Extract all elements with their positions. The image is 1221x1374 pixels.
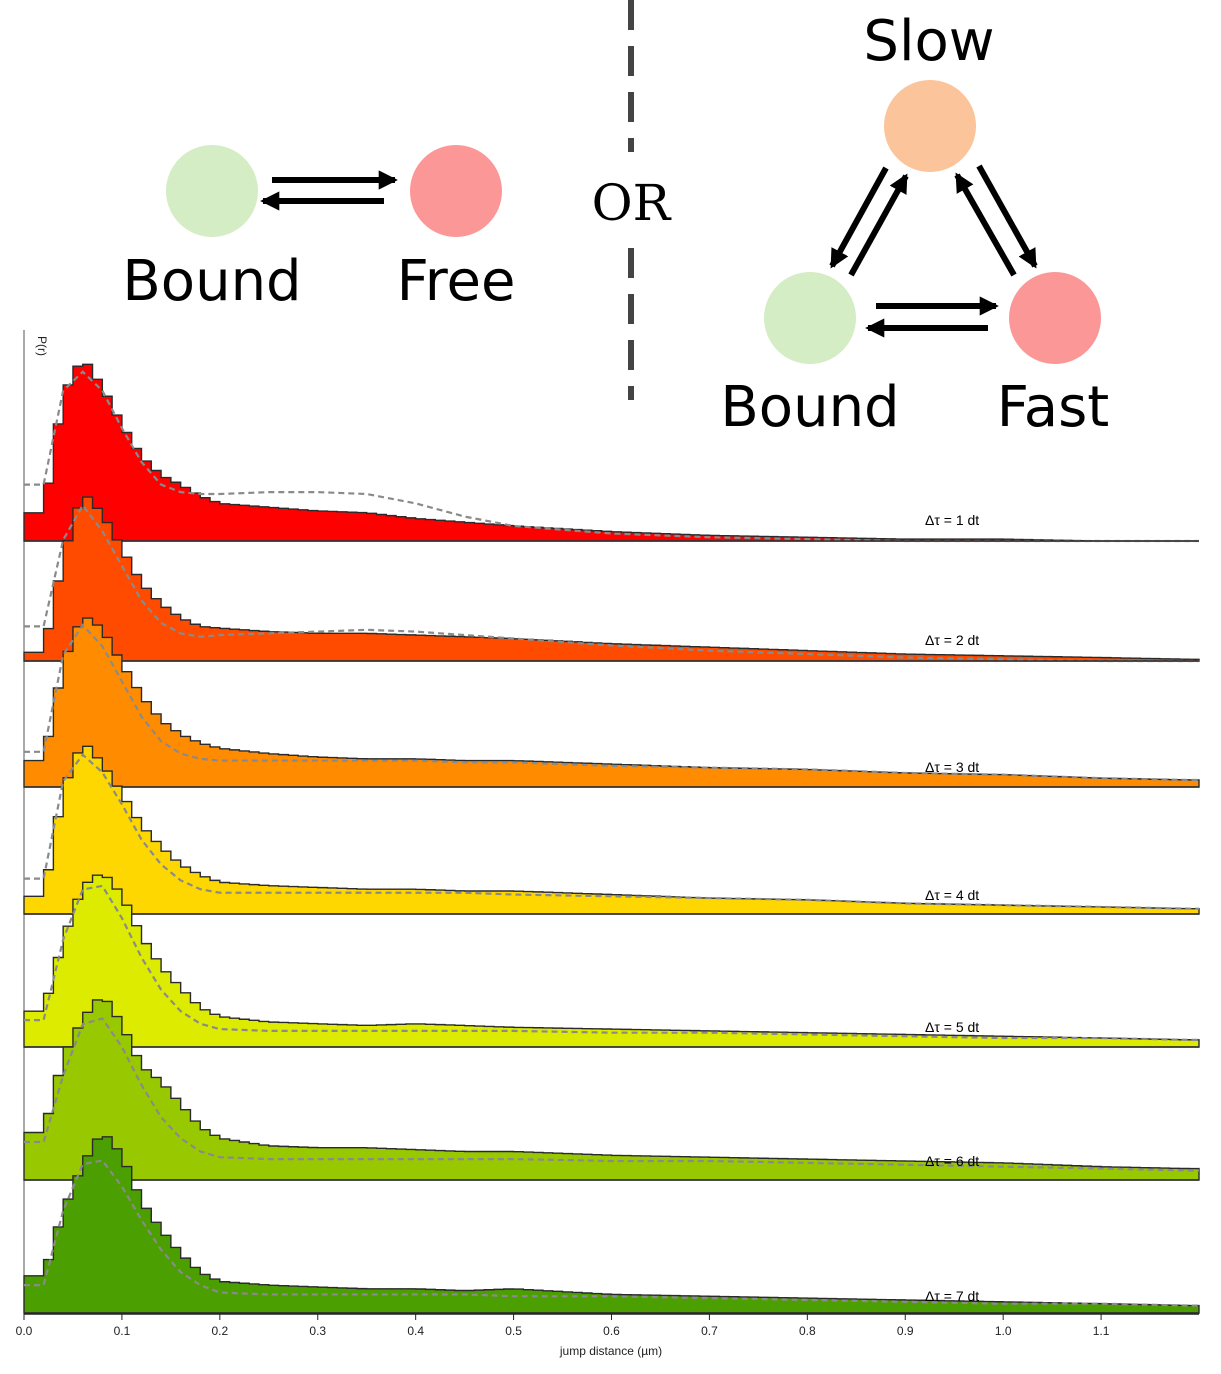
y-axis-label: P(r) [35,336,49,356]
fit-curve [24,623,1199,782]
arrow-slow-to-bound [829,166,889,269]
x-tick-label: 0.1 [114,1324,131,1338]
histogram-area [23,496,1200,662]
histogram-area [23,999,1200,1181]
or-label: OR [592,174,672,232]
arrow-bound-to-slow [848,173,909,277]
histogram-panel: Δτ = 7 dt [23,1136,1200,1314]
diagram-two-state: Bound Free [122,145,515,314]
bound-label-right: Bound [720,375,899,440]
bound-label: Bound [122,249,301,314]
fast-state-circle [1009,272,1101,364]
x-tick-label: 0.4 [407,1324,424,1338]
free-state-circle [410,145,502,237]
slow-label: Slow [863,9,994,74]
x-tick-label: 0.2 [211,1324,228,1338]
arrow-slow-to-fast [976,164,1038,269]
panel-label: Δτ = 6 dt [925,1153,979,1169]
fit-curve [24,753,1199,910]
x-tick-label: 0.3 [309,1324,326,1338]
x-tick-label: 0.5 [505,1324,522,1338]
fit-curve [24,884,1199,1041]
histogram-area [23,1136,1200,1314]
histogram-panel: Δτ = 1 dt [23,363,1199,543]
histogram-panel: Δτ = 3 dt [23,617,1200,788]
x-tick-label: 0.9 [897,1324,914,1338]
panel-label: Δτ = 7 dt [925,1288,979,1304]
fit-curve [24,503,1199,663]
histogram-panel: Δτ = 6 dt [23,999,1200,1181]
fit-curve [24,1159,1199,1307]
x-axis-label: jump distance (µm) [559,1344,662,1358]
histogram-panel: Δτ = 5 dt [23,874,1200,1048]
slow-state-circle [884,80,976,172]
x-tick-label: 0.7 [701,1324,718,1338]
panel-label: Δτ = 4 dt [925,887,979,903]
histogram-area [23,363,1199,542]
histogram-panel: Δτ = 2 dt [23,496,1200,663]
separator: OR [592,0,672,400]
panel-label: Δτ = 5 dt [925,1019,979,1035]
fit-curve [24,1017,1199,1172]
fit-curve [24,370,1199,543]
bound-state-circle [166,145,258,237]
jump-distance-histograms: P(r) Δτ = 1 dt Δτ = 2 dt Δτ = 3 dt Δτ = 4 d… [16,330,1200,1358]
histogram-area [23,874,1200,1048]
panel-label: Δτ = 1 dt [925,512,979,528]
fast-label: Fast [997,375,1110,440]
histogram-panels: Δτ = 1 dt Δτ = 2 dt Δτ = 3 dt Δτ = 4 dt Δτ =… [23,363,1200,1314]
diagram-three-state: Slow Bound Fast [720,9,1109,440]
histogram-area [23,745,1200,915]
free-label: Free [397,249,516,314]
panel-label: Δτ = 2 dt [925,632,979,648]
panel-label: Δτ = 3 dt [925,759,979,775]
x-tick-label: 0.8 [799,1324,816,1338]
x-tick-label: 0.6 [603,1324,620,1338]
bound-state-circle-right [764,272,856,364]
histogram-panel: Δτ = 4 dt [23,745,1200,915]
x-tick-label: 1.1 [1093,1324,1110,1338]
arrow-fast-to-slow [954,172,1017,277]
x-tick-label: 0.0 [16,1324,33,1338]
x-ticks: 0.0 0.1 0.2 0.3 0.4 0.5 0.6 0.7 0.8 0.9 1.0 1.1 [16,1314,1110,1338]
x-tick-label: 1.0 [995,1324,1012,1338]
